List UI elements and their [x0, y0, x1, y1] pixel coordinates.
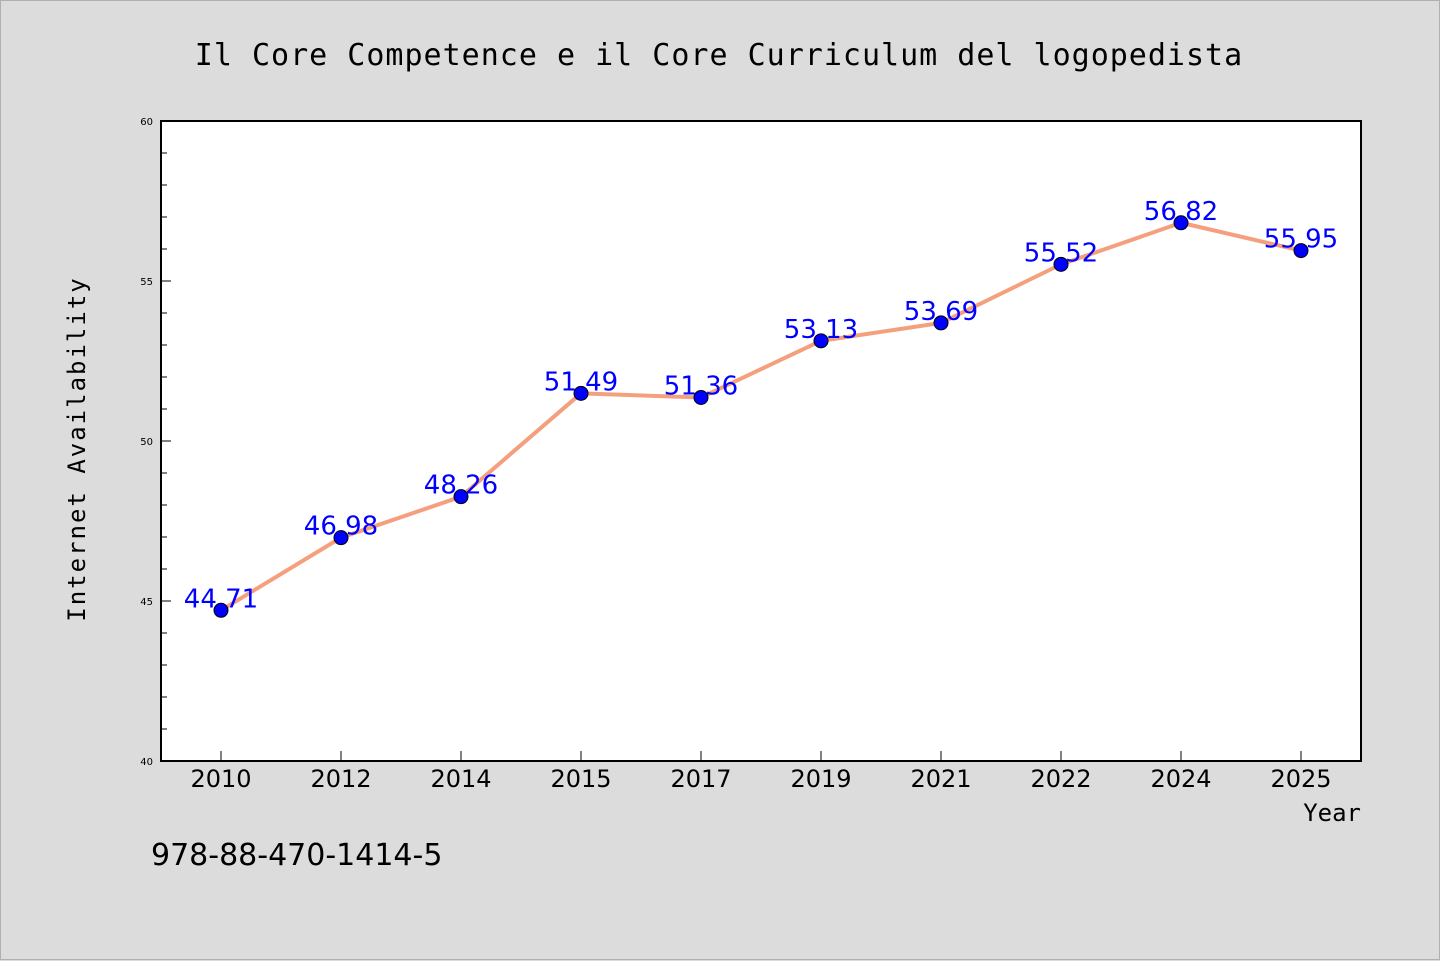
y-tick-label: 50	[140, 437, 153, 448]
y-tick-label: 55	[140, 277, 153, 288]
data-point	[453, 489, 469, 505]
series-line	[219, 220, 1302, 612]
data-point	[213, 602, 229, 618]
series-layer: 44.71 46.98 48.26 51.49 51.36 53.13 53.69 55.52…	[184, 197, 1338, 618]
data-point	[693, 389, 709, 405]
x-tick-label: 2017	[670, 765, 731, 793]
y-tick-label: 45	[140, 597, 153, 608]
axis-ticks: 40 45 50 55 60 2010 2012 2014 2015 2017 2019 2021 20…	[140, 117, 1331, 793]
y-axis-label: Internet Availability	[63, 276, 91, 621]
x-tick-label: 2010	[190, 765, 251, 793]
data-point	[813, 333, 829, 349]
data-label: 51.36	[664, 371, 738, 401]
data-point	[333, 530, 349, 546]
data-point	[1293, 243, 1309, 259]
x-tick-label: 2014	[430, 765, 491, 793]
data-label: 46.98	[304, 512, 378, 542]
isbn-text: 978-88-470-1414-5	[151, 838, 442, 873]
y-tick-label: 40	[140, 757, 153, 768]
data-label: 53.69	[904, 297, 978, 327]
data-label: 53.13	[784, 315, 858, 345]
data-label: 56.82	[1144, 197, 1218, 227]
data-point	[1173, 215, 1189, 231]
data-label: 51.49	[544, 367, 618, 397]
x-tick-label: 2022	[1030, 765, 1091, 793]
data-label: 55.95	[1264, 225, 1338, 255]
x-tick-label: 2019	[790, 765, 851, 793]
data-point	[1053, 256, 1069, 272]
x-tick-label: 2015	[550, 765, 611, 793]
x-tick-label: 2025	[1270, 765, 1331, 793]
y-tick-label: 60	[140, 117, 153, 128]
x-tick-label: 2024	[1150, 765, 1211, 793]
x-tick-label: 2021	[910, 765, 971, 793]
data-label: 48.26	[424, 471, 498, 501]
data-point	[573, 385, 589, 401]
data-point	[933, 315, 949, 331]
x-tick-label: 2012	[310, 765, 371, 793]
data-label: 55.52	[1024, 238, 1098, 268]
data-label: 44.71	[184, 584, 258, 614]
chart-title: Il Core Competence e il Core Curriculum …	[195, 38, 1243, 73]
x-axis-label: Year	[1303, 799, 1361, 827]
